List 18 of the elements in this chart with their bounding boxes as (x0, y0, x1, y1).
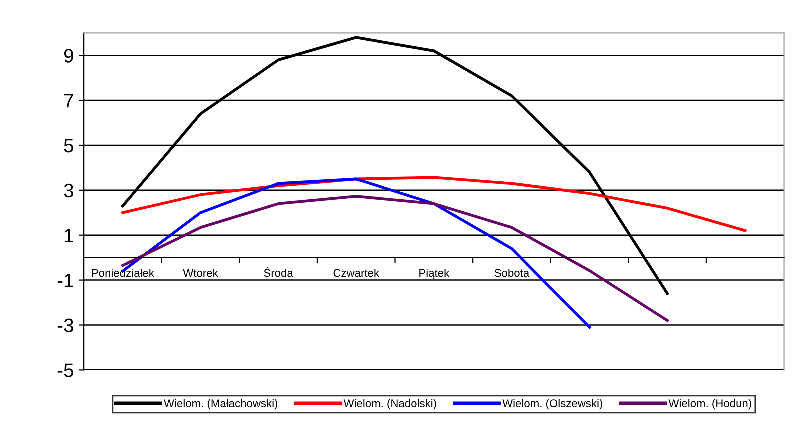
y-tick-label: -5 (58, 364, 74, 378)
y-tick-label: 3 (64, 184, 74, 198)
legend-label: Wielom. (Nadolski) (344, 399, 436, 410)
y-tick-label: -1 (58, 274, 74, 288)
y-tick-label: 9 (64, 49, 74, 63)
legend-label: Wielom. (Olszewski) (502, 399, 602, 410)
y-tick-label: 7 (64, 94, 74, 108)
y-tick-label: 5 (64, 139, 74, 153)
x-tick-label: Poniedziałek (92, 268, 154, 278)
x-tick-label: Środa (264, 267, 294, 278)
y-tick-label: 1 (65, 229, 74, 242)
legend-label: Wielom. (Hodun) (668, 399, 752, 410)
y-tick-label: -3 (58, 318, 74, 332)
x-tick-label: Czwartek (334, 268, 380, 278)
x-tick-label: Piątek (420, 268, 450, 280)
legend-label: Wielom. (Małachowski) (164, 399, 278, 410)
x-tick-label: Wtorek (183, 268, 218, 278)
x-tick-label: Sobota (494, 268, 530, 278)
